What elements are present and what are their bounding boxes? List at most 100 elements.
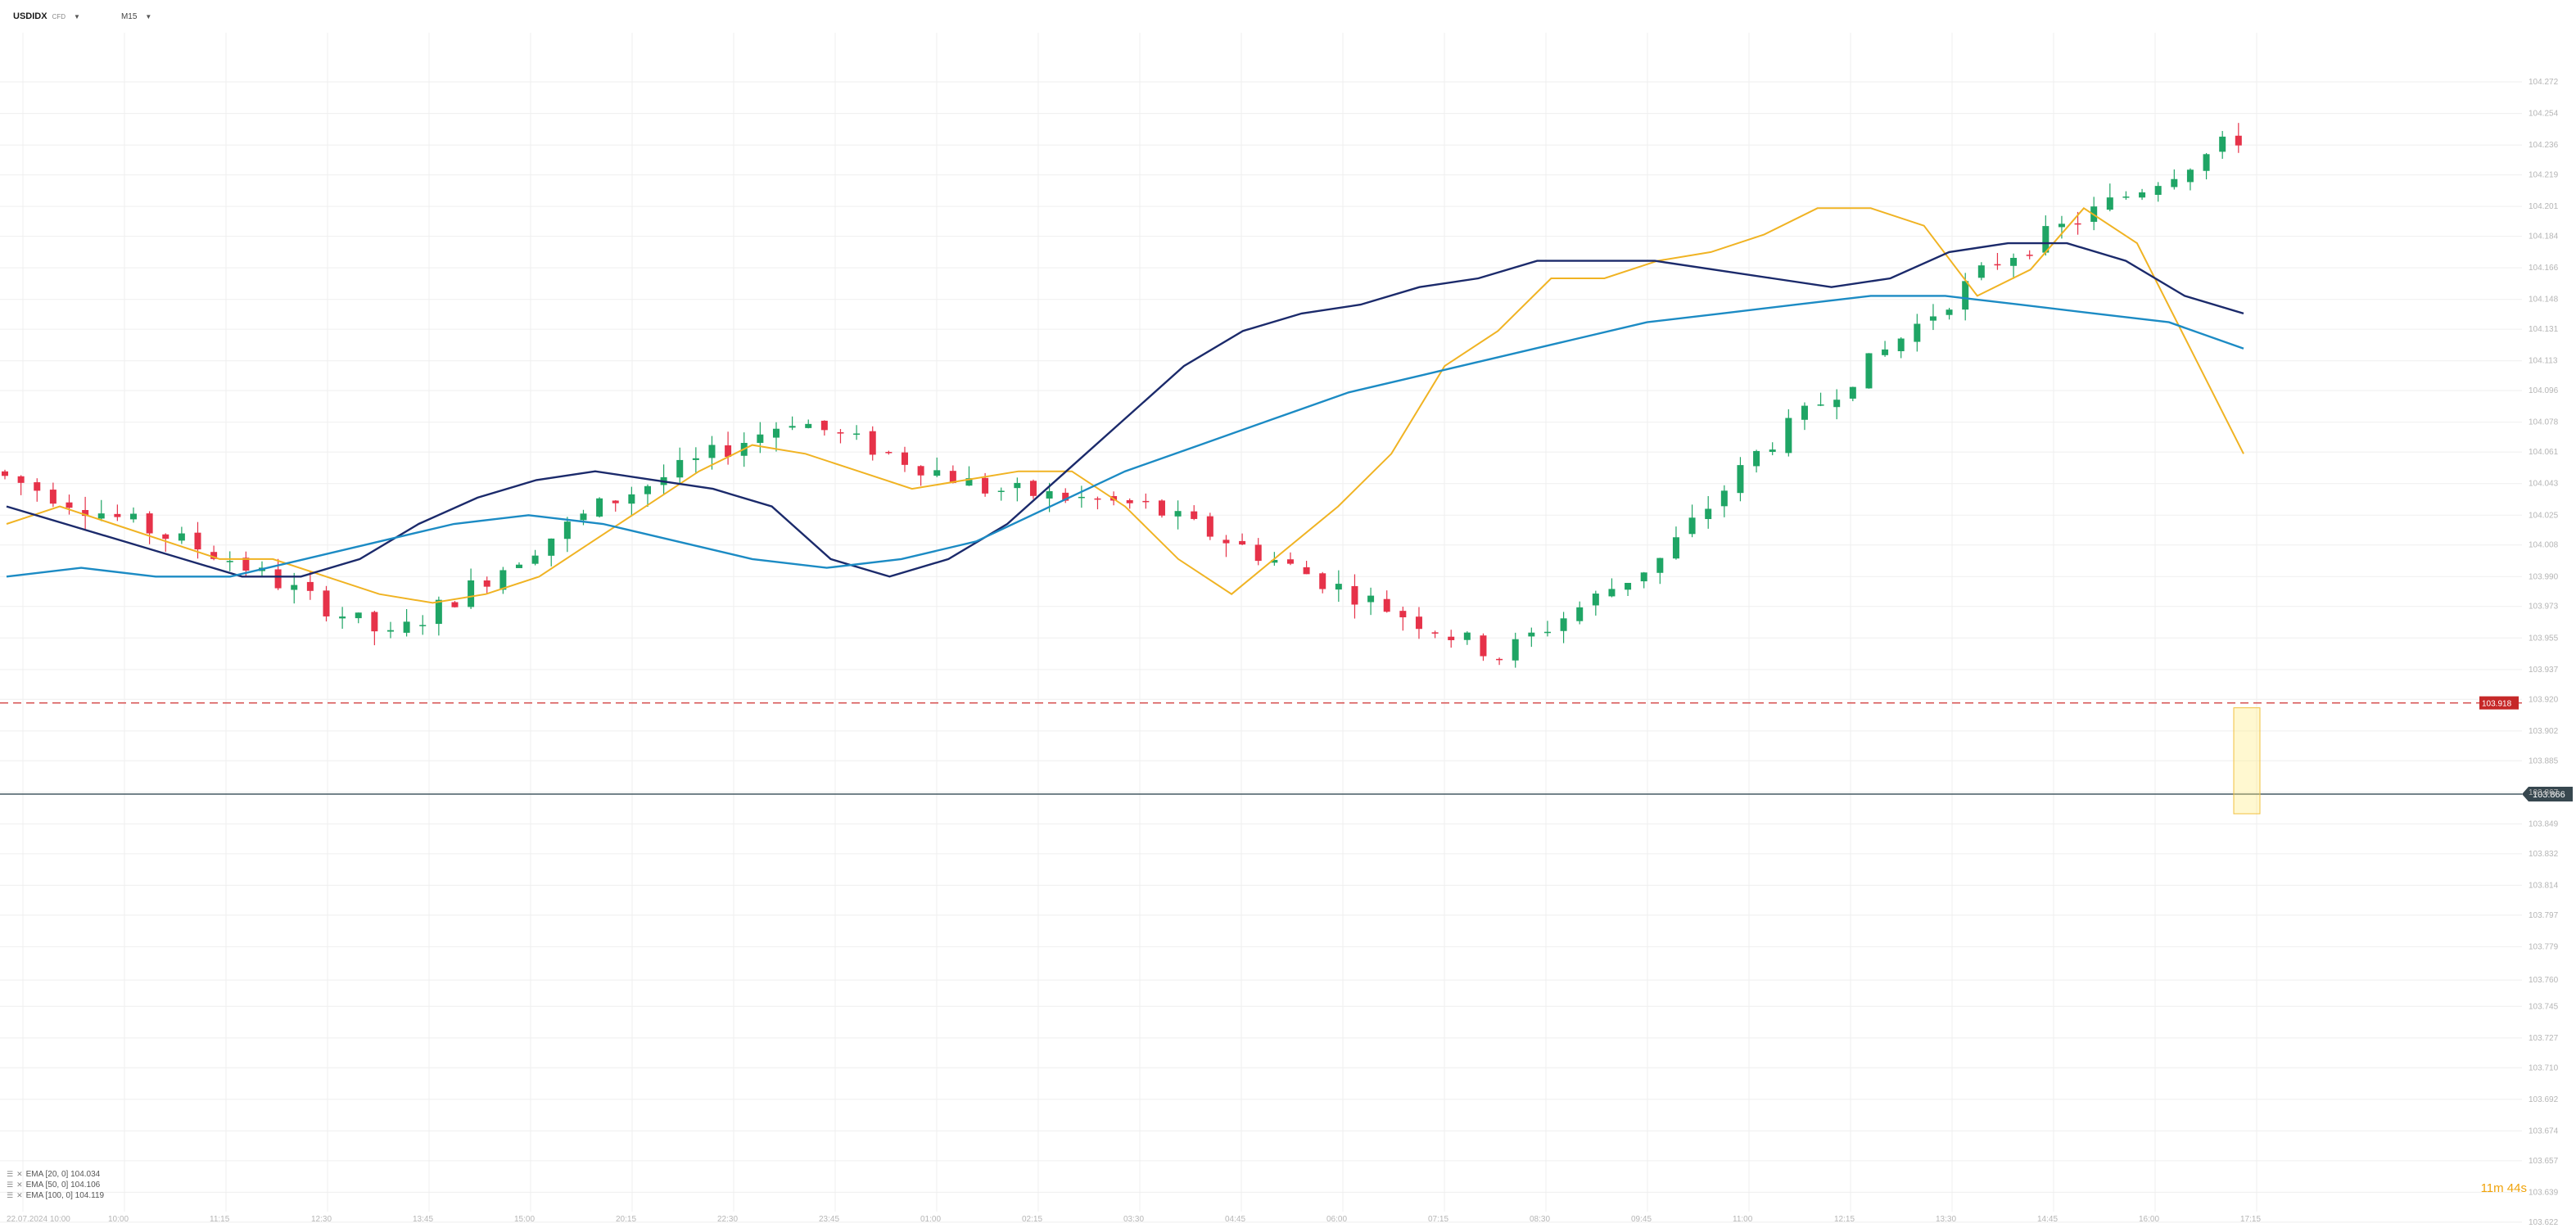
price-tick-label: 104.219 [2529, 171, 2559, 180]
time-tick-label: 01:00 [920, 1215, 941, 1224]
price-tick-label: 104.025 [2529, 511, 2559, 520]
candle-body [1463, 632, 1471, 640]
caret-down-icon: ▼ [145, 12, 152, 20]
price-tick-label: 103.937 [2529, 666, 2559, 675]
time-tick-label: 15:00 [514, 1215, 535, 1224]
time-tick-label: 16:00 [2139, 1215, 2159, 1224]
candle-body [982, 477, 989, 494]
candle-body [1977, 265, 1985, 278]
current-price-badge [2522, 787, 2573, 801]
time-tick-label: 04:45 [1225, 1215, 1245, 1224]
candle-body [1254, 544, 1262, 562]
candle-body [194, 532, 201, 550]
time-tick-label: 11:15 [210, 1215, 230, 1224]
alert-level-badge [2479, 696, 2519, 710]
candle-body [1720, 490, 1728, 507]
candle-body [1351, 585, 1358, 605]
chart-grid [0, 33, 2522, 1223]
candle-body [2106, 197, 2113, 210]
legend-ema20[interactable]: ☰ ✕ EMA [20, 0] 104.034 [7, 1169, 104, 1180]
ema-line-50 [6, 242, 2244, 578]
candle-body [725, 445, 732, 458]
close-icon[interactable]: ✕ [16, 1170, 23, 1178]
settings-icon[interactable]: ☰ [7, 1181, 14, 1189]
candle-body [644, 485, 651, 494]
price-tick-label: 103.674 [2529, 1126, 2559, 1135]
candle-body [965, 478, 973, 486]
candle-body [114, 513, 121, 517]
price-tick-label: 103.867 [2529, 788, 2559, 797]
ema-line-100 [6, 295, 2244, 578]
candle-body [274, 569, 282, 589]
candle-body [1769, 449, 1776, 452]
candle-body [772, 428, 780, 438]
candle-body [628, 494, 635, 504]
candle-body [1029, 481, 1037, 496]
legend-ema50[interactable]: ☰ ✕ EMA [50, 0] 104.106 [7, 1180, 104, 1190]
time-tick-label: 10:00 [108, 1215, 129, 1224]
candle-body [1543, 631, 1551, 634]
price-tick-label: 104.096 [2529, 386, 2559, 395]
close-icon[interactable]: ✕ [16, 1191, 23, 1199]
candle-body [596, 498, 603, 517]
settings-icon[interactable]: ☰ [7, 1191, 14, 1199]
time-tick-label: 22.07.2024 10:00 [7, 1215, 70, 1224]
candle-body [306, 581, 314, 591]
candle-body [1640, 572, 1647, 582]
time-tick-label: 08:30 [1530, 1215, 1550, 1224]
legend-ema100[interactable]: ☰ ✕ EMA [100, 0] 104.119 [7, 1190, 104, 1201]
symbol-selector[interactable]: USDIDX CFD ▼ [13, 11, 80, 21]
caret-down-icon: ▼ [74, 13, 80, 20]
price-tick-label: 104.148 [2529, 296, 2559, 305]
price-tick-label: 103.902 [2529, 727, 2559, 736]
candle-body [1576, 607, 1584, 621]
price-tick-label: 103.710 [2529, 1063, 2559, 1072]
price-tick-label: 104.184 [2529, 233, 2559, 242]
candle-body [1046, 490, 1053, 499]
candle-body [1672, 537, 1679, 559]
candle-body [1496, 658, 1503, 661]
candle-body [563, 521, 571, 540]
time-tick-label: 23:45 [819, 1215, 839, 1224]
candle-body [129, 513, 137, 520]
price-levels: 103.918 103.866 [0, 696, 2573, 815]
candle-body [371, 612, 378, 632]
candle-body [901, 452, 908, 465]
time-tick-label: 02:15 [1022, 1215, 1042, 1224]
candle-body [997, 490, 1005, 492]
time-axis[interactable]: 22.07.2024 10:00 10:00 11:15 12:30 13:45 15:0… [7, 1215, 2261, 1224]
candle-body [1271, 559, 1278, 563]
candle-body [837, 432, 844, 434]
candle-body [2154, 186, 2162, 195]
candle-body [1286, 559, 1294, 564]
candle-body [1383, 598, 1390, 612]
candle-body [1528, 632, 1535, 637]
candle-body [1785, 418, 1792, 454]
candle-body [1656, 558, 1664, 573]
price-tick-label: 104.113 [2529, 357, 2558, 366]
ema-series [6, 206, 2244, 604]
price-tick-label: 103.814 [2529, 881, 2559, 890]
candle-body [1817, 404, 1824, 406]
price-tick-label: 104.272 [2529, 78, 2559, 87]
candle-body [291, 585, 298, 590]
price-tick-label: 103.973 [2529, 603, 2559, 612]
candle-body [178, 533, 185, 541]
candle-body [1014, 482, 1021, 489]
candle-body [2042, 226, 2050, 253]
candle-body [1688, 517, 1696, 535]
time-tick-label: 07:15 [1428, 1215, 1448, 1224]
price-axis[interactable]: 104.272 104.254 104.236 104.219 104.201 104.1… [2529, 78, 2559, 1227]
settings-icon[interactable]: ☰ [7, 1170, 14, 1178]
candle-body [1833, 400, 1841, 408]
candle-body [1929, 316, 1937, 321]
candle-body [226, 561, 233, 562]
candle-body [1608, 589, 1616, 597]
indicator-legend: ☰ ✕ EMA [20, 0] 104.034 ☰ ✕ EMA [50, 0] … [7, 1169, 104, 1201]
timeframe-selector[interactable]: M15 ▼ [121, 12, 151, 21]
candle-body [339, 616, 346, 619]
close-icon[interactable]: ✕ [16, 1181, 23, 1189]
candle-body [1126, 499, 1133, 503]
candle-body [1078, 496, 1085, 499]
